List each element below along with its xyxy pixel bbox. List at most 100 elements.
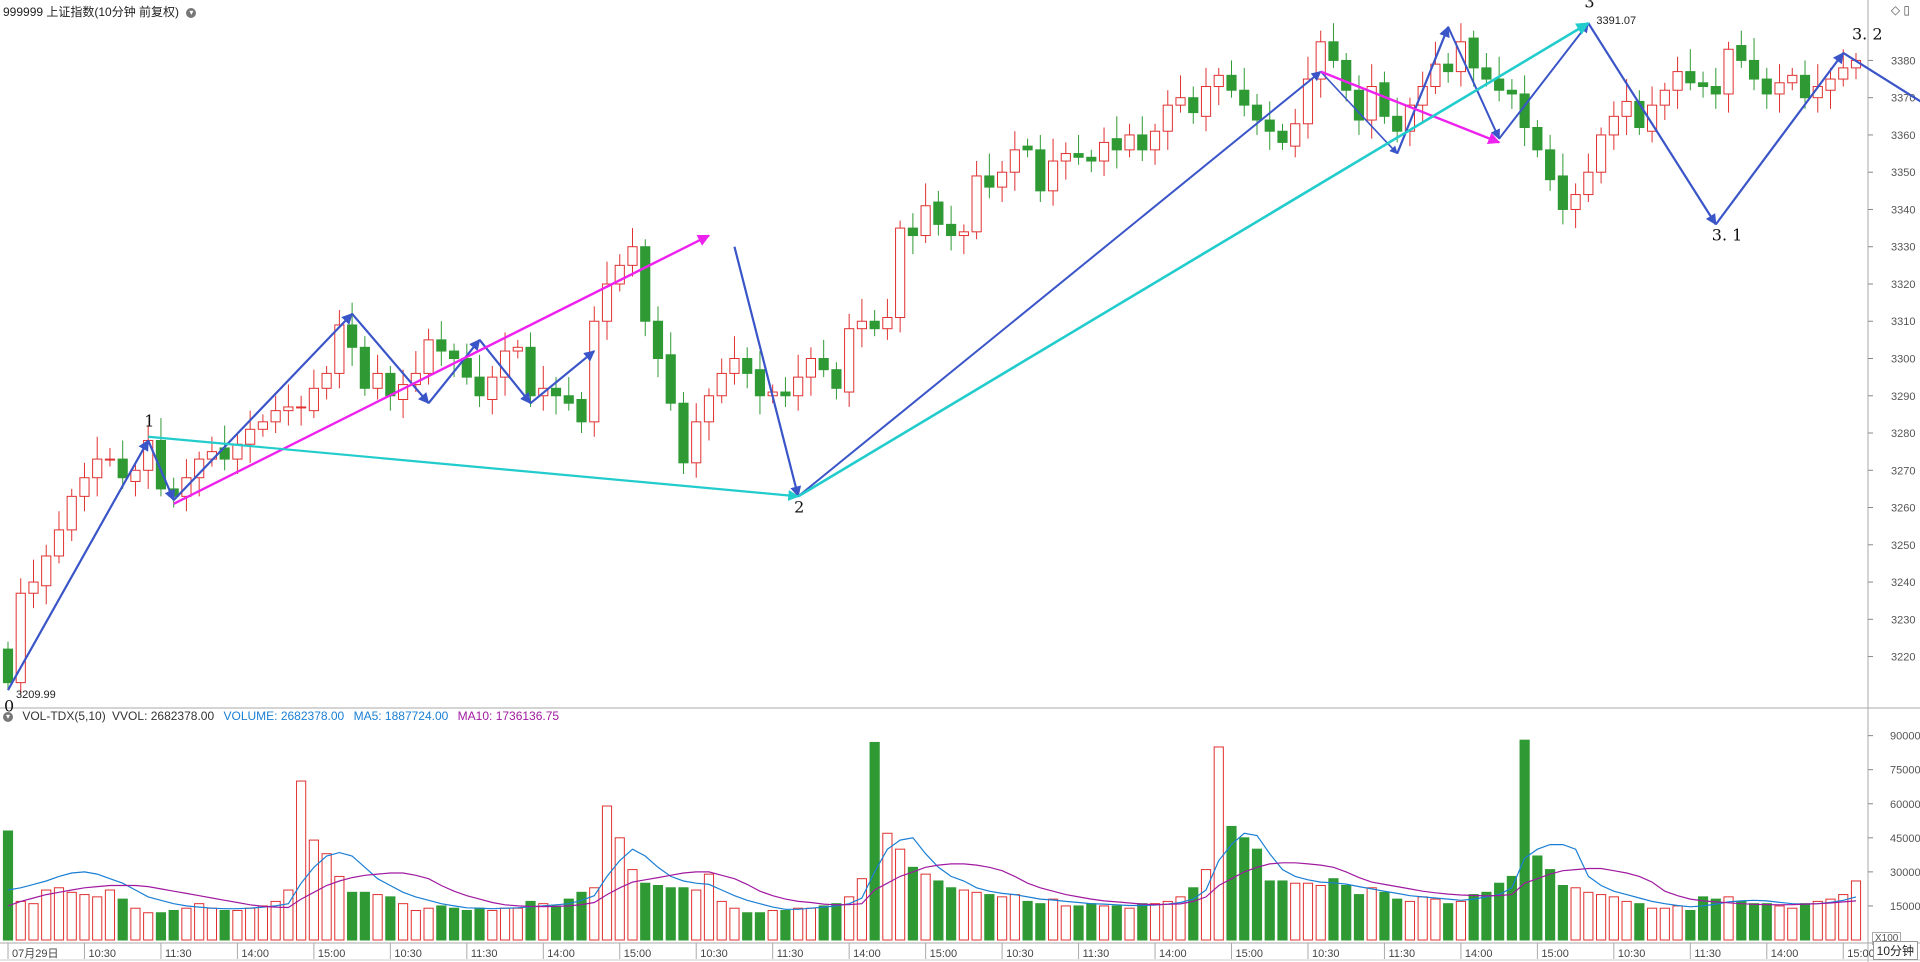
candle-body [920,205,931,237]
candle [232,433,243,474]
volume-bar [1239,837,1250,941]
volume-bar [1302,882,1314,941]
candle-body [1264,119,1275,132]
wave-label: 3. 2 [1852,24,1883,43]
candle-body [296,406,307,409]
volume-bar [1251,848,1263,941]
ma10-line [7,862,1857,909]
price-tick-label: 3260 [1891,503,1915,515]
candle [1532,120,1543,158]
candle [1583,153,1594,203]
candle [321,365,332,400]
candle-body [1035,149,1046,192]
volume-bar [1608,896,1619,941]
candle-body [1748,59,1760,80]
candle [958,224,969,255]
volume-bar [563,898,574,941]
wave-label: 1 [144,412,154,431]
candle-body [856,320,867,330]
candle [1710,67,1721,109]
volume-bar [194,903,205,941]
candle-body [818,358,829,371]
time-tick-label: 14:00 [241,948,269,960]
candle [678,392,689,474]
volume-bar [1799,903,1811,941]
candle [1468,30,1479,87]
wave-arrow [733,246,802,498]
volume-bar [895,848,906,941]
volume-bar [1596,894,1607,941]
candle [907,213,918,255]
volume-value: VOLUME: 2682378.00 [223,709,345,723]
candle [1175,75,1186,113]
volume-bar [1519,739,1530,941]
candle-body [652,320,664,360]
panel-icon[interactable]: ▯ [1903,3,1910,17]
volume-bar [1736,900,1747,941]
candle [1787,67,1798,91]
candle-body [1149,130,1161,151]
time-tick-label: 10:30 [88,948,116,960]
candle [1557,153,1568,225]
volume-bar [1494,882,1505,941]
volume-bar [1022,900,1033,941]
candle-body [550,387,562,397]
candle [589,306,600,437]
candle [1659,82,1670,121]
candle-body [1430,63,1441,88]
volume-bar [1073,905,1084,941]
candle [780,377,791,407]
candle [984,153,995,199]
candle [1251,93,1263,135]
candle [1748,38,1760,91]
time-tick-label: 14:00 [1159,948,1187,960]
price-tick-label: 3310 [1891,316,1915,328]
volume-bar [856,878,867,941]
price-tick-label: 3270 [1891,465,1915,477]
candle-body [448,350,460,360]
diamond-icon[interactable]: ◇ [1890,3,1901,17]
candle-body [691,421,702,464]
volume-bar [1532,855,1543,941]
candle [53,511,65,564]
volume-bar [28,903,39,941]
wave-label: 3. 1 [1712,225,1743,244]
period-selector[interactable]: 10分钟 [1872,941,1918,960]
candle-body [1557,175,1568,210]
candle [627,228,638,277]
volume-bar [283,889,294,941]
candle [997,161,1008,203]
candle [1621,79,1632,135]
wave-arrow [1498,22,1590,140]
candle [1226,60,1237,98]
volume-bar [601,805,613,941]
candle [869,310,880,337]
candle-body [2,648,14,684]
volume-bar [525,900,536,941]
candle [1481,52,1492,87]
candle-body [1200,86,1212,117]
candle-body [1009,149,1020,173]
candle-body [1302,78,1314,125]
volume-bar [219,909,230,941]
wave-arrow [1587,22,1717,226]
candle [805,347,817,396]
time-tick-label: 14:00 [853,948,881,960]
candle [104,447,116,467]
candle-body [678,402,689,464]
volume-bar [869,741,880,941]
candle [181,459,192,512]
price-tick-label: 3280 [1891,428,1915,440]
price-tick-label: 3290 [1891,391,1915,403]
chevron-down-icon[interactable]: ▾ [3,711,13,722]
chevron-down-icon[interactable]: ▾ [186,7,197,18]
time-tick-label: 15:00 [318,948,346,960]
candle-body [742,358,753,374]
volume-bar [461,909,472,941]
volume-bar [1710,898,1721,941]
candle [1392,97,1403,143]
time-tick-label: 15:00 [1541,948,1569,960]
price-tick-label: 3330 [1891,242,1915,254]
volume-bar [1379,891,1390,941]
